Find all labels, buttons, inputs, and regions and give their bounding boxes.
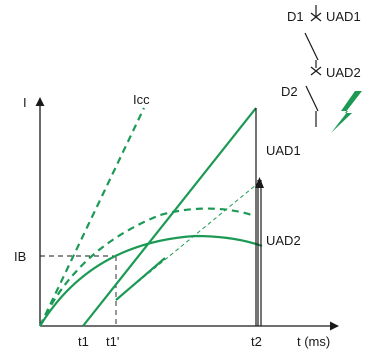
d1-breaker-cross-icon bbox=[310, 12, 322, 22]
uad2-voltage-ramp bbox=[115, 257, 166, 301]
d2-contact-icon bbox=[305, 85, 319, 112]
d1-contact-icon bbox=[304, 32, 319, 61]
uad2-graph-label: UAD2 bbox=[266, 233, 301, 248]
prospective-limited-curve bbox=[39, 207, 256, 327]
d1-label: D1 bbox=[287, 9, 304, 24]
d2-label: D2 bbox=[281, 84, 298, 99]
uad2-schematic-label: UAD2 bbox=[326, 65, 361, 80]
icc-curve bbox=[39, 107, 145, 327]
uad1-schematic-label: UAD1 bbox=[326, 9, 361, 24]
limited-current-curve bbox=[39, 234, 263, 327]
uad1-graph-label: UAD1 bbox=[266, 143, 301, 158]
t1-prime-label: t1' bbox=[106, 334, 119, 349]
x-axis-label: t (ms) bbox=[297, 334, 330, 349]
ib-label: IB bbox=[14, 249, 26, 264]
t2-label: t2 bbox=[251, 334, 262, 349]
d2-breaker-cross-icon bbox=[310, 66, 322, 76]
uad1-voltage-ramp bbox=[82, 107, 257, 327]
circuit-schematic: D1 UAD1 D2 UAD2 bbox=[281, 5, 362, 133]
t2-arrow-icon bbox=[255, 177, 264, 188]
lightning-bolt-icon bbox=[331, 91, 362, 133]
icc-label: Icc bbox=[133, 92, 150, 107]
y-axis-label: I bbox=[23, 95, 27, 110]
t1-label: t1 bbox=[78, 334, 89, 349]
